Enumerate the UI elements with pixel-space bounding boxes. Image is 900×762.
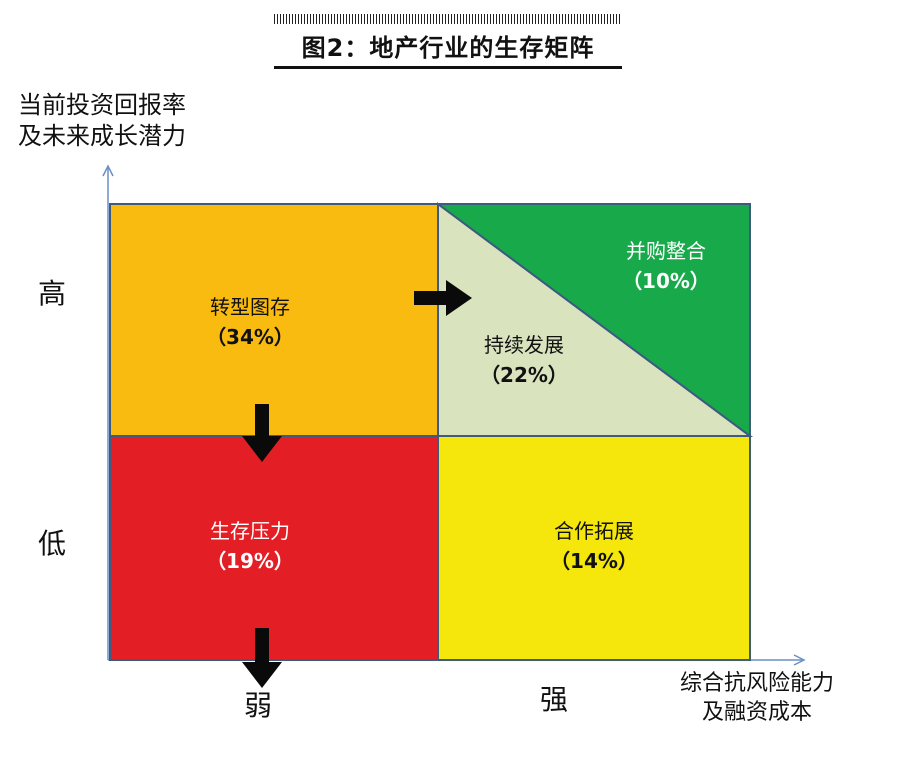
arrow-right-icon: [414, 280, 472, 316]
title-underline: [274, 66, 622, 69]
quadrant-pressure-label: 生存压力 （19%）: [150, 516, 350, 576]
y-axis-label-line2: 及未来成长潜力: [18, 122, 186, 151]
x-axis-arrowhead: [793, 654, 806, 666]
quadrant-merge-pct: （10%）: [622, 269, 710, 293]
quadrant-sustain-name: 持续发展: [484, 333, 564, 357]
y-axis-label-line1: 当前投资回报率: [18, 91, 186, 119]
y-level-low: 低: [38, 527, 67, 560]
arrow-down-icon: [242, 404, 282, 462]
quadrant-merge-name: 并购整合: [626, 239, 706, 263]
y-axis-arrowhead: [102, 164, 114, 177]
quadrant-pressure-pct: （19%）: [206, 549, 294, 573]
quadrant-transform-name: 转型图存: [210, 295, 290, 319]
quadrant-expand: [437, 435, 751, 661]
quadrant-transform-pct: （34%）: [206, 325, 294, 349]
x-axis-label: 综合抗风险能力 及融资成本: [680, 670, 834, 727]
title-block: 图2：地产行业的生存矩阵: [274, 14, 622, 69]
quadrant-sustain-label: 持续发展 （22%）: [424, 330, 624, 390]
title-hatch-decoration: [274, 14, 622, 24]
x-level-strong: 强: [540, 683, 569, 716]
quadrant-expand-label: 合作拓展 （14%）: [494, 516, 694, 576]
quadrant-sustain-pct: （22%）: [480, 363, 568, 387]
quadrant-merge: [434, 203, 751, 438]
arrow-down-bottom-icon: [242, 628, 282, 688]
quadrant-pressure: [109, 435, 439, 661]
quadrant-transform: [109, 203, 439, 437]
quadrant-expand-name: 合作拓展: [554, 519, 634, 543]
page-title: 图2：地产行业的生存矩阵: [301, 34, 595, 62]
y-level-high: 高: [38, 277, 67, 310]
x-axis-label-line1: 综合抗风险能力: [680, 671, 835, 696]
x-level-weak: 弱: [244, 689, 273, 722]
quadrant-merge-label: 并购整合 （10%）: [566, 236, 766, 296]
x-axis-label-line2: 及融资成本: [702, 699, 813, 725]
quadrant-transform-label: 转型图存 （34%）: [150, 292, 350, 352]
quadrant-expand-pct: （14%）: [550, 549, 638, 573]
y-axis-label: 当前投资回报率 及未来成长潜力: [18, 90, 186, 152]
quadrant-pressure-name: 生存压力: [210, 519, 290, 543]
